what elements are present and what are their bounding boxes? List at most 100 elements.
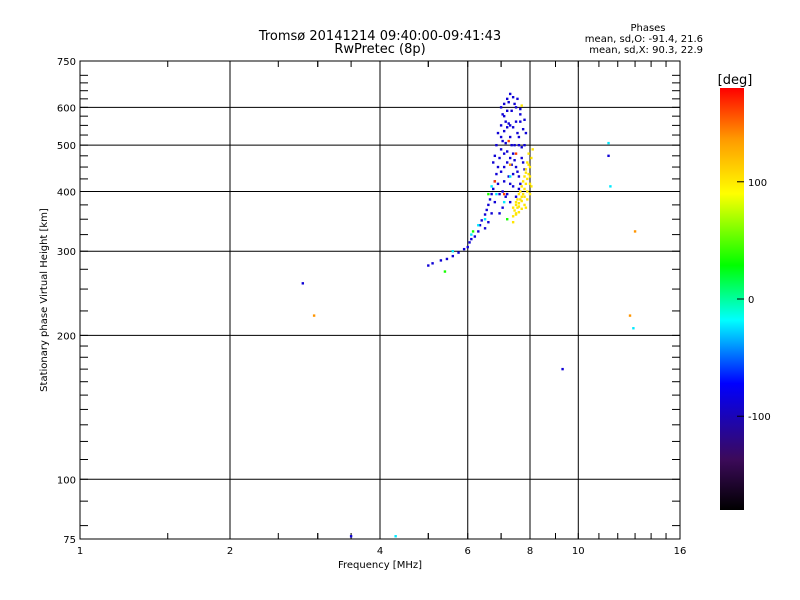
data-point [470, 233, 473, 236]
data-point [524, 131, 528, 135]
data-point [521, 180, 525, 183]
colorbar-tick-label: 0 [748, 295, 754, 306]
data-point [516, 170, 519, 173]
data-point [439, 259, 443, 262]
data-point [478, 224, 482, 227]
data-point [523, 175, 526, 178]
data-point [628, 314, 632, 317]
data-point [528, 192, 532, 196]
data-point [514, 120, 518, 123]
grid-lines [80, 61, 680, 539]
data-point [501, 139, 504, 143]
data-point [520, 195, 523, 198]
data-point [501, 206, 504, 209]
data-point [514, 152, 518, 155]
data-point [349, 535, 353, 538]
data-point [502, 129, 506, 133]
data-point [527, 152, 530, 155]
data-point [513, 159, 516, 162]
data-point [607, 141, 610, 145]
data-point [530, 156, 533, 160]
data-point [526, 161, 529, 164]
x-tick-label: 1 [77, 546, 83, 557]
data-point [485, 208, 488, 212]
data-point [502, 114, 506, 118]
y-tick-label: 200 [57, 331, 76, 342]
data-point [312, 314, 316, 317]
tick-labels: 1 2 4 6 8 10 16 75 100 200 300 400 500 600 750 [57, 57, 686, 557]
data-point [505, 161, 509, 164]
data-point [508, 200, 512, 204]
data-point [488, 198, 492, 201]
data-point [513, 143, 516, 147]
data-point [502, 165, 506, 169]
data-point [527, 172, 530, 176]
data-point [508, 92, 512, 96]
data-point [519, 120, 522, 123]
data-point [301, 282, 305, 285]
data-point [502, 152, 506, 155]
data-point [508, 135, 512, 139]
data-point [496, 165, 500, 169]
data-point [493, 200, 497, 204]
data-point [520, 104, 523, 107]
data-point [508, 124, 512, 127]
colorbar-tick-label: -100 [748, 412, 771, 423]
data-point [495, 172, 498, 176]
data-point [513, 102, 516, 106]
x-tick-label: 4 [377, 546, 383, 557]
data-point [427, 264, 430, 267]
data-point [516, 206, 519, 209]
data-point [530, 185, 533, 188]
data-point [507, 139, 510, 143]
data-point [493, 180, 497, 183]
data-point [609, 185, 612, 188]
data-point [523, 187, 526, 191]
stats-line-x: mean, sd,X: 90.3, 22.9 [589, 45, 703, 56]
data-point [524, 182, 528, 186]
data-point [445, 257, 449, 261]
data-point [477, 230, 480, 233]
data-point [487, 221, 490, 224]
data-point [526, 177, 529, 181]
data-point [504, 141, 507, 145]
data-point [451, 250, 455, 253]
data-point [505, 150, 509, 153]
colorbar-ticks: -100 0 100 [737, 178, 771, 423]
data-point [511, 206, 515, 209]
data-point [480, 219, 483, 222]
data-point [505, 97, 509, 101]
data-point [495, 192, 498, 196]
data-point [511, 185, 515, 188]
data-point [531, 148, 534, 151]
data-point [498, 156, 501, 160]
plot-frame [79, 60, 681, 540]
data-point [507, 175, 510, 178]
data-point [502, 102, 506, 106]
data-point [496, 131, 500, 135]
data-point [524, 168, 528, 171]
data-point [470, 237, 473, 241]
data-point [493, 154, 497, 158]
data-point [517, 202, 521, 205]
data-point [505, 126, 509, 129]
data-point [490, 212, 493, 215]
data-point [511, 172, 515, 176]
data-point [510, 163, 513, 166]
data-point [516, 97, 519, 101]
data-point [499, 106, 503, 109]
y-axis-label: Stationary phase Virtual Height [km] [39, 208, 50, 392]
data-point [499, 124, 503, 127]
data-point [487, 192, 490, 196]
data-point [490, 192, 493, 196]
data-point [520, 199, 523, 203]
data-point [526, 198, 529, 201]
data-point [507, 122, 510, 125]
x-tick-label: 10 [572, 546, 585, 557]
data-point [483, 227, 487, 230]
data-point [394, 535, 397, 538]
data-point [514, 200, 518, 204]
data-point [508, 175, 512, 178]
data-point [519, 182, 522, 186]
data-point [527, 163, 530, 166]
